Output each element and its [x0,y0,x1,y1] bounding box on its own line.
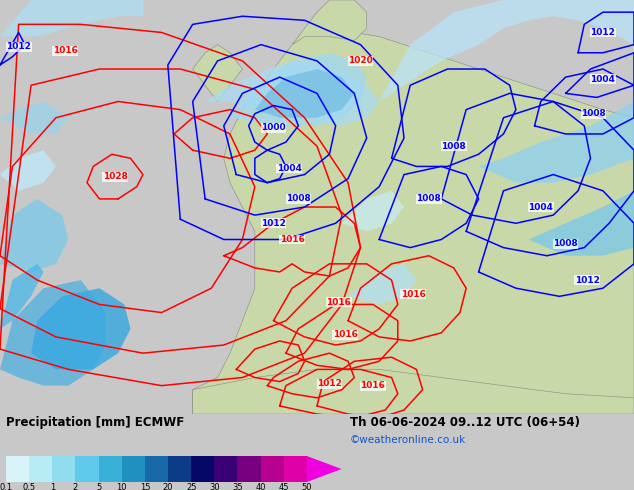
Polygon shape [292,0,366,45]
Text: 1016: 1016 [280,235,304,244]
Polygon shape [0,150,56,191]
Text: 45: 45 [278,483,289,490]
Polygon shape [0,101,68,134]
Text: Precipitation [mm] ECMWF: Precipitation [mm] ECMWF [6,416,184,429]
Bar [237,456,261,482]
Text: 1016: 1016 [53,46,78,55]
Text: 0.1: 0.1 [0,483,13,490]
Text: 0.5: 0.5 [23,483,36,490]
Text: 40: 40 [256,483,266,490]
Text: 1012: 1012 [317,379,342,388]
Text: 1012: 1012 [6,42,31,51]
Text: 25: 25 [186,483,197,490]
Text: 50: 50 [302,483,312,490]
Text: 1020: 1020 [348,56,373,65]
Text: 1008: 1008 [417,195,441,203]
Text: 35: 35 [232,483,243,490]
Bar [261,456,283,482]
Bar [29,456,52,482]
Bar [168,456,191,482]
Bar [191,456,214,482]
Polygon shape [0,280,106,386]
Text: 2: 2 [73,483,78,490]
Text: 1012: 1012 [261,219,286,228]
Bar [75,456,98,482]
Bar [145,456,168,482]
Text: 1028: 1028 [103,172,127,181]
Polygon shape [0,199,68,272]
Text: 1008: 1008 [286,195,311,203]
Bar [122,456,145,482]
Polygon shape [255,69,354,118]
Text: 1000: 1000 [261,123,286,132]
Text: 1016: 1016 [401,290,426,299]
Text: 30: 30 [209,483,219,490]
Polygon shape [31,288,131,369]
Text: ©weatheronline.co.uk: ©weatheronline.co.uk [350,435,466,445]
Polygon shape [230,53,366,126]
Bar [98,456,122,482]
Bar [214,456,237,482]
Polygon shape [479,101,634,183]
Text: Th 06-06-2024 09..12 UTC (06+54): Th 06-06-2024 09..12 UTC (06+54) [350,416,580,429]
Polygon shape [193,369,634,414]
Text: 1016: 1016 [361,381,385,390]
Text: 1012: 1012 [575,275,600,285]
Polygon shape [205,61,379,126]
Polygon shape [0,264,44,329]
Text: 1008: 1008 [553,239,578,248]
Text: 1: 1 [49,483,55,490]
Bar [6,456,29,482]
Polygon shape [193,45,242,101]
Text: 1004: 1004 [528,202,553,212]
Bar [52,456,75,482]
Text: 5: 5 [96,483,101,490]
Text: 1004: 1004 [590,74,616,84]
Bar [283,456,307,482]
Polygon shape [379,0,634,101]
Polygon shape [0,0,143,37]
Text: 1008: 1008 [441,142,466,150]
Polygon shape [342,191,404,231]
Polygon shape [193,28,634,414]
Text: 10: 10 [117,483,127,490]
Text: 15: 15 [139,483,150,490]
Text: 1012: 1012 [590,28,616,37]
Polygon shape [348,264,417,304]
Text: 1008: 1008 [581,109,606,118]
Polygon shape [307,456,342,482]
Text: 1004: 1004 [276,164,301,173]
Text: 1016: 1016 [333,330,358,340]
Polygon shape [528,191,634,256]
Text: 1016: 1016 [327,298,351,307]
Text: 20: 20 [163,483,173,490]
